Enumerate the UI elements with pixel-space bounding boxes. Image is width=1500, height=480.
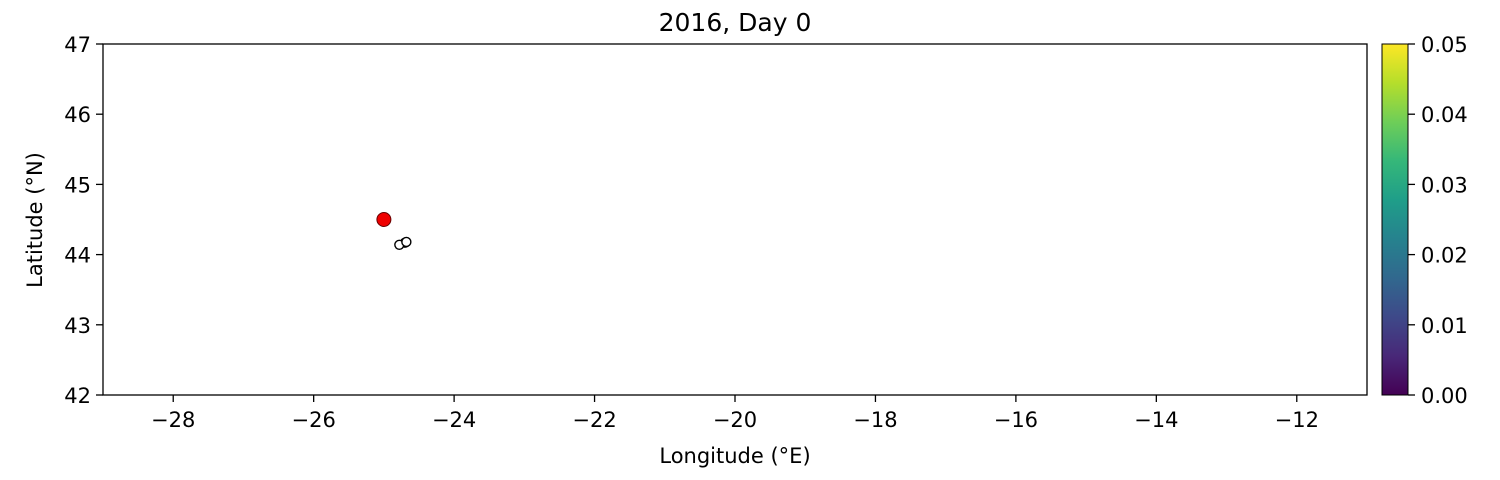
chart-title: 2016, Day 0 xyxy=(659,8,812,37)
colorbar-tick-label: 0.03 xyxy=(1421,173,1468,197)
plot-frame xyxy=(102,43,1368,396)
colorbar-ticks: 0.00 0.01 0.02 0.03 0.04 0.05 xyxy=(1408,33,1468,408)
x-tick-label: −18 xyxy=(853,408,897,432)
x-tick-label: −28 xyxy=(151,408,195,432)
y-tick-label: 45 xyxy=(64,173,91,197)
x-tick-label: −24 xyxy=(432,408,476,432)
x-tick-label: −16 xyxy=(994,408,1038,432)
y-tick-label: 47 xyxy=(64,33,91,57)
y-tick-label: 42 xyxy=(64,384,91,408)
y-tick-label: 44 xyxy=(64,244,91,268)
y-axis-label: Latitude (°N) xyxy=(23,152,47,288)
x-tick-label: −22 xyxy=(572,408,616,432)
data-point xyxy=(376,212,392,227)
colorbar-tick-label: 0.02 xyxy=(1421,244,1468,268)
y-tick-label: 46 xyxy=(64,103,91,127)
x-axis-label: Longitude (°E) xyxy=(659,444,810,468)
colorbar-gradient xyxy=(1381,43,1409,396)
colorbar-tick-label: 0.05 xyxy=(1421,33,1468,57)
x-axis: −28 −26 −24 −22 −20 −18 −16 −14 −12 xyxy=(151,395,1319,432)
y-tick-label: 43 xyxy=(64,314,91,338)
x-tick-label: −20 xyxy=(713,408,757,432)
plot-area xyxy=(376,212,412,250)
y-axis: 42 43 44 45 46 47 xyxy=(64,33,103,408)
x-tick-label: −26 xyxy=(292,408,336,432)
colorbar-tick-label: 0.01 xyxy=(1421,314,1468,338)
colorbar-tick-label: 0.00 xyxy=(1421,384,1468,408)
x-tick-label: −12 xyxy=(1275,408,1319,432)
colorbar-tick-label: 0.04 xyxy=(1421,103,1468,127)
colorbar: 0.00 0.01 0.02 0.03 0.04 0.05 xyxy=(1381,33,1468,408)
data-point xyxy=(401,236,412,248)
x-tick-label: −14 xyxy=(1134,408,1178,432)
